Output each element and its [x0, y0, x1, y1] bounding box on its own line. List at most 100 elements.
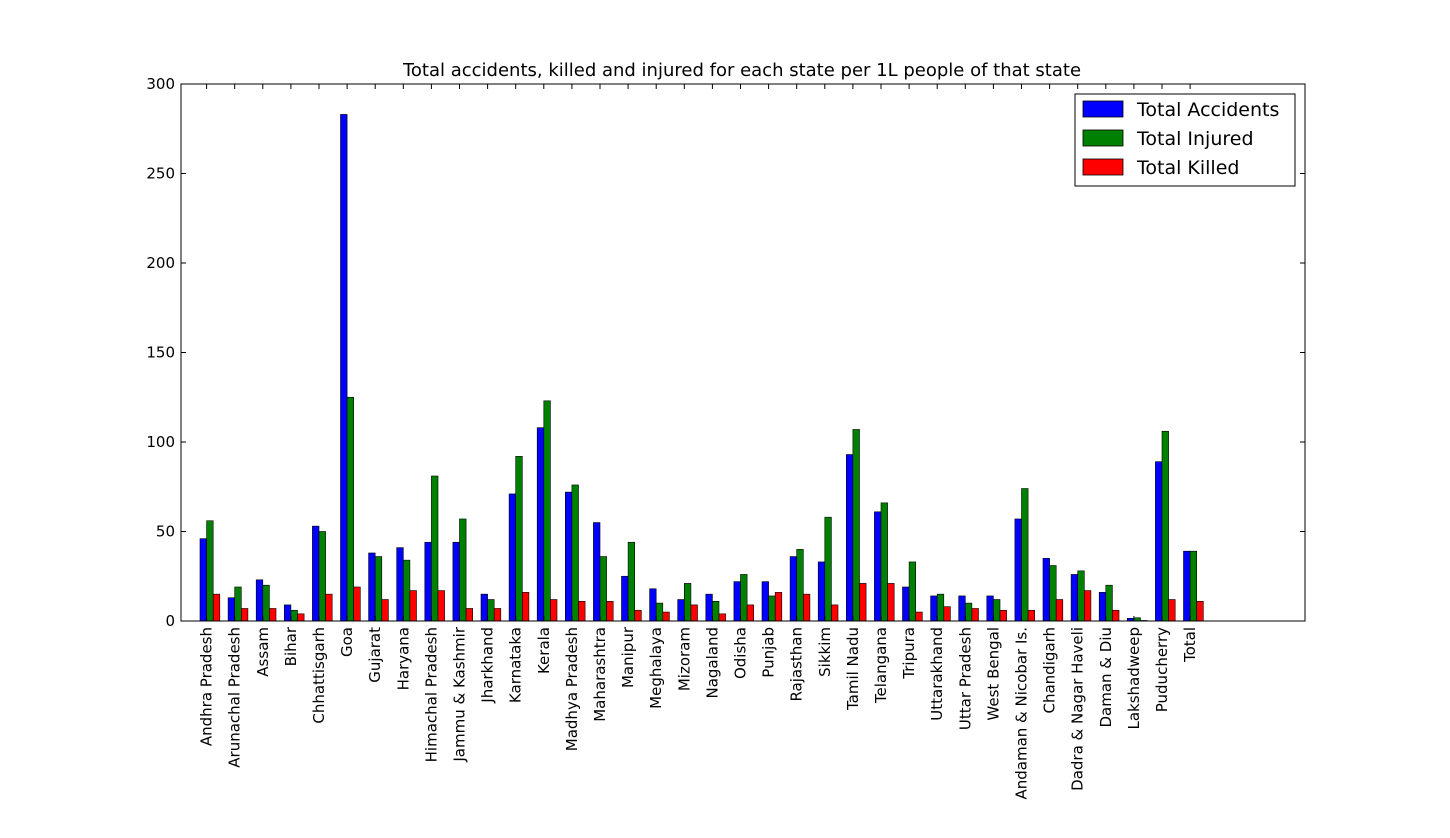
bar-total-killed-meghalaya	[662, 611, 670, 622]
x-tick-label: Telangana	[872, 627, 890, 704]
bar-total-accidents-uttarakhand	[930, 595, 938, 622]
bar-total-injured-jharkhand	[487, 599, 495, 622]
bar-total-killed-manipur	[634, 609, 642, 622]
bar-total-killed-punjab	[774, 592, 783, 622]
bar-total-accidents-chhattisgarh	[312, 525, 320, 622]
bar-total-killed-jammu-kashmir	[465, 608, 474, 622]
x-tick-label: Dadra & Nagar Haveli	[1069, 627, 1087, 791]
bar-total-accidents-rajasthan	[789, 556, 797, 622]
bar-total-accidents-bihar	[283, 604, 292, 622]
bar-total-injured-himachal-pradesh	[431, 475, 439, 622]
x-tick-label: Andhra Pradesh	[198, 627, 216, 746]
x-tick-label: Maharashtra	[591, 627, 609, 722]
bar-total-accidents-tripura	[902, 586, 910, 622]
bar-total-accidents-odisha	[733, 581, 741, 622]
bar-total-injured-uttarakhand	[936, 593, 945, 622]
legend: Total Accidents Total Injured Total Killed	[1074, 93, 1296, 187]
bar-total-accidents-chandigarh	[1042, 558, 1050, 622]
x-tick-label: Sikkim	[816, 627, 834, 677]
bar-total-accidents-manipur	[621, 575, 629, 622]
bar-total-injured-chandigarh	[1049, 565, 1057, 622]
bar-total-accidents-nagaland	[705, 593, 713, 622]
y-tick-label: 100	[146, 433, 175, 451]
bar-total-injured-total	[1189, 550, 1197, 622]
x-tick-label: Lakshadweep	[1125, 627, 1143, 730]
bar-total-accidents-jammu-kashmir	[452, 541, 460, 622]
bar-total-killed-himachal-pradesh	[437, 590, 445, 622]
x-tick-label: Tripura	[900, 627, 918, 680]
x-tick-label: Chhattisgarh	[310, 627, 328, 724]
bar-total-accidents-tamil-nadu	[845, 454, 854, 622]
bar-total-injured-nagaland	[712, 601, 720, 622]
bar-total-killed-andaman-nicobar-is-	[1027, 609, 1035, 622]
legend-label: Total Injured	[1136, 128, 1254, 150]
x-tick-label: Punjab	[760, 627, 778, 678]
bar-total-killed-madhya-pradesh	[578, 601, 586, 622]
bar-total-killed-jharkhand	[493, 608, 502, 622]
bar-total-accidents-andhra-pradesh	[199, 538, 207, 622]
bar-total-accidents-west-bengal	[986, 595, 994, 622]
bar-total-injured-telangana	[880, 502, 888, 622]
bar-total-injured-punjab	[768, 595, 776, 622]
bar-total-injured-daman-diu	[1105, 584, 1113, 622]
bar-total-injured-jammu-kashmir	[459, 518, 467, 622]
bar-total-killed-assam	[269, 608, 277, 622]
x-tick-label: Assam	[254, 627, 272, 677]
x-tick-label: Daman & Diu	[1097, 627, 1115, 728]
bar-total-injured-west-bengal	[993, 599, 1001, 622]
bar-total-injured-goa	[346, 396, 355, 622]
x-tick-label: Tamil Nadu	[844, 627, 862, 711]
bar-total-killed-nagaland	[718, 613, 726, 622]
bar-total-killed-telangana	[887, 583, 895, 622]
y-tick-label: 0	[165, 612, 175, 630]
x-tick-label: West Bengal	[984, 627, 1002, 721]
bar-total-accidents-jharkhand	[480, 593, 488, 622]
bar-total-accidents-madhya-pradesh	[564, 491, 573, 622]
bar-total-accidents-puducherry	[1155, 461, 1163, 622]
bar-total-injured-maharashtra	[599, 556, 607, 622]
x-tick-label: Arunachal Pradesh	[226, 627, 244, 768]
bar-total-killed-maharashtra	[606, 601, 614, 622]
x-tick-label: Nagaland	[703, 627, 721, 699]
bar-total-injured-odisha	[740, 574, 748, 622]
bar-total-injured-gujarat	[374, 556, 383, 622]
bar-total-injured-uttar-pradesh	[964, 602, 973, 622]
x-tick-label: Karnataka	[507, 627, 525, 703]
bar-total-injured-manipur	[627, 541, 635, 622]
bar-total-injured-mizoram	[683, 583, 692, 622]
x-tick-label: Uttar Pradesh	[956, 627, 974, 730]
x-tick-label: Rajasthan	[788, 627, 806, 702]
bar-total-killed-arunachal-pradesh	[241, 608, 249, 622]
bar-total-killed-tripura	[915, 611, 923, 622]
x-tick-label: Manipur	[619, 626, 637, 688]
x-tick-label: Jammu & Kashmir	[451, 626, 469, 762]
bar-total-injured-andaman-nicobar-is-	[1021, 488, 1029, 622]
bar-total-killed-sikkim	[831, 604, 839, 622]
bar-total-killed-uttarakhand	[943, 606, 951, 622]
bar-total-injured-chhattisgarh	[318, 531, 326, 622]
x-tick-label: Uttarakhand	[928, 627, 946, 721]
bar-total-injured-puducherry	[1161, 430, 1169, 622]
bar-total-killed-dadra-nagar-haveli	[1084, 590, 1092, 622]
x-tick-label: Chandigarh	[1041, 627, 1059, 714]
bar-total-injured-bihar	[290, 609, 298, 622]
bar-total-accidents-total	[1183, 550, 1191, 622]
x-tick-label: Goa	[338, 627, 356, 657]
x-tick-label: Himachal Pradesh	[422, 627, 440, 762]
x-tick-label: Jharkhand	[479, 627, 497, 704]
legend-swatch-total-killed	[1082, 158, 1124, 176]
bar-total-injured-rajasthan	[796, 549, 804, 622]
legend-swatch-total-injured	[1082, 129, 1124, 147]
bar-total-accidents-punjab	[761, 581, 769, 622]
bar-total-injured-dadra-nagar-haveli	[1077, 570, 1085, 622]
bar-total-accidents-uttar-pradesh	[958, 595, 966, 622]
bar-total-killed-goa	[353, 586, 361, 622]
bar-total-killed-mizoram	[690, 604, 698, 622]
bar-total-injured-tamil-nadu	[852, 429, 860, 622]
x-tick-label: Odisha	[732, 627, 750, 679]
y-tick-label: 50	[156, 523, 175, 541]
bar-total-accidents-arunachal-pradesh	[227, 597, 236, 622]
x-tick-label: Gujarat	[366, 627, 384, 683]
bar-total-killed-andhra-pradesh	[212, 593, 221, 622]
bar-total-killed-daman-diu	[1112, 609, 1120, 622]
